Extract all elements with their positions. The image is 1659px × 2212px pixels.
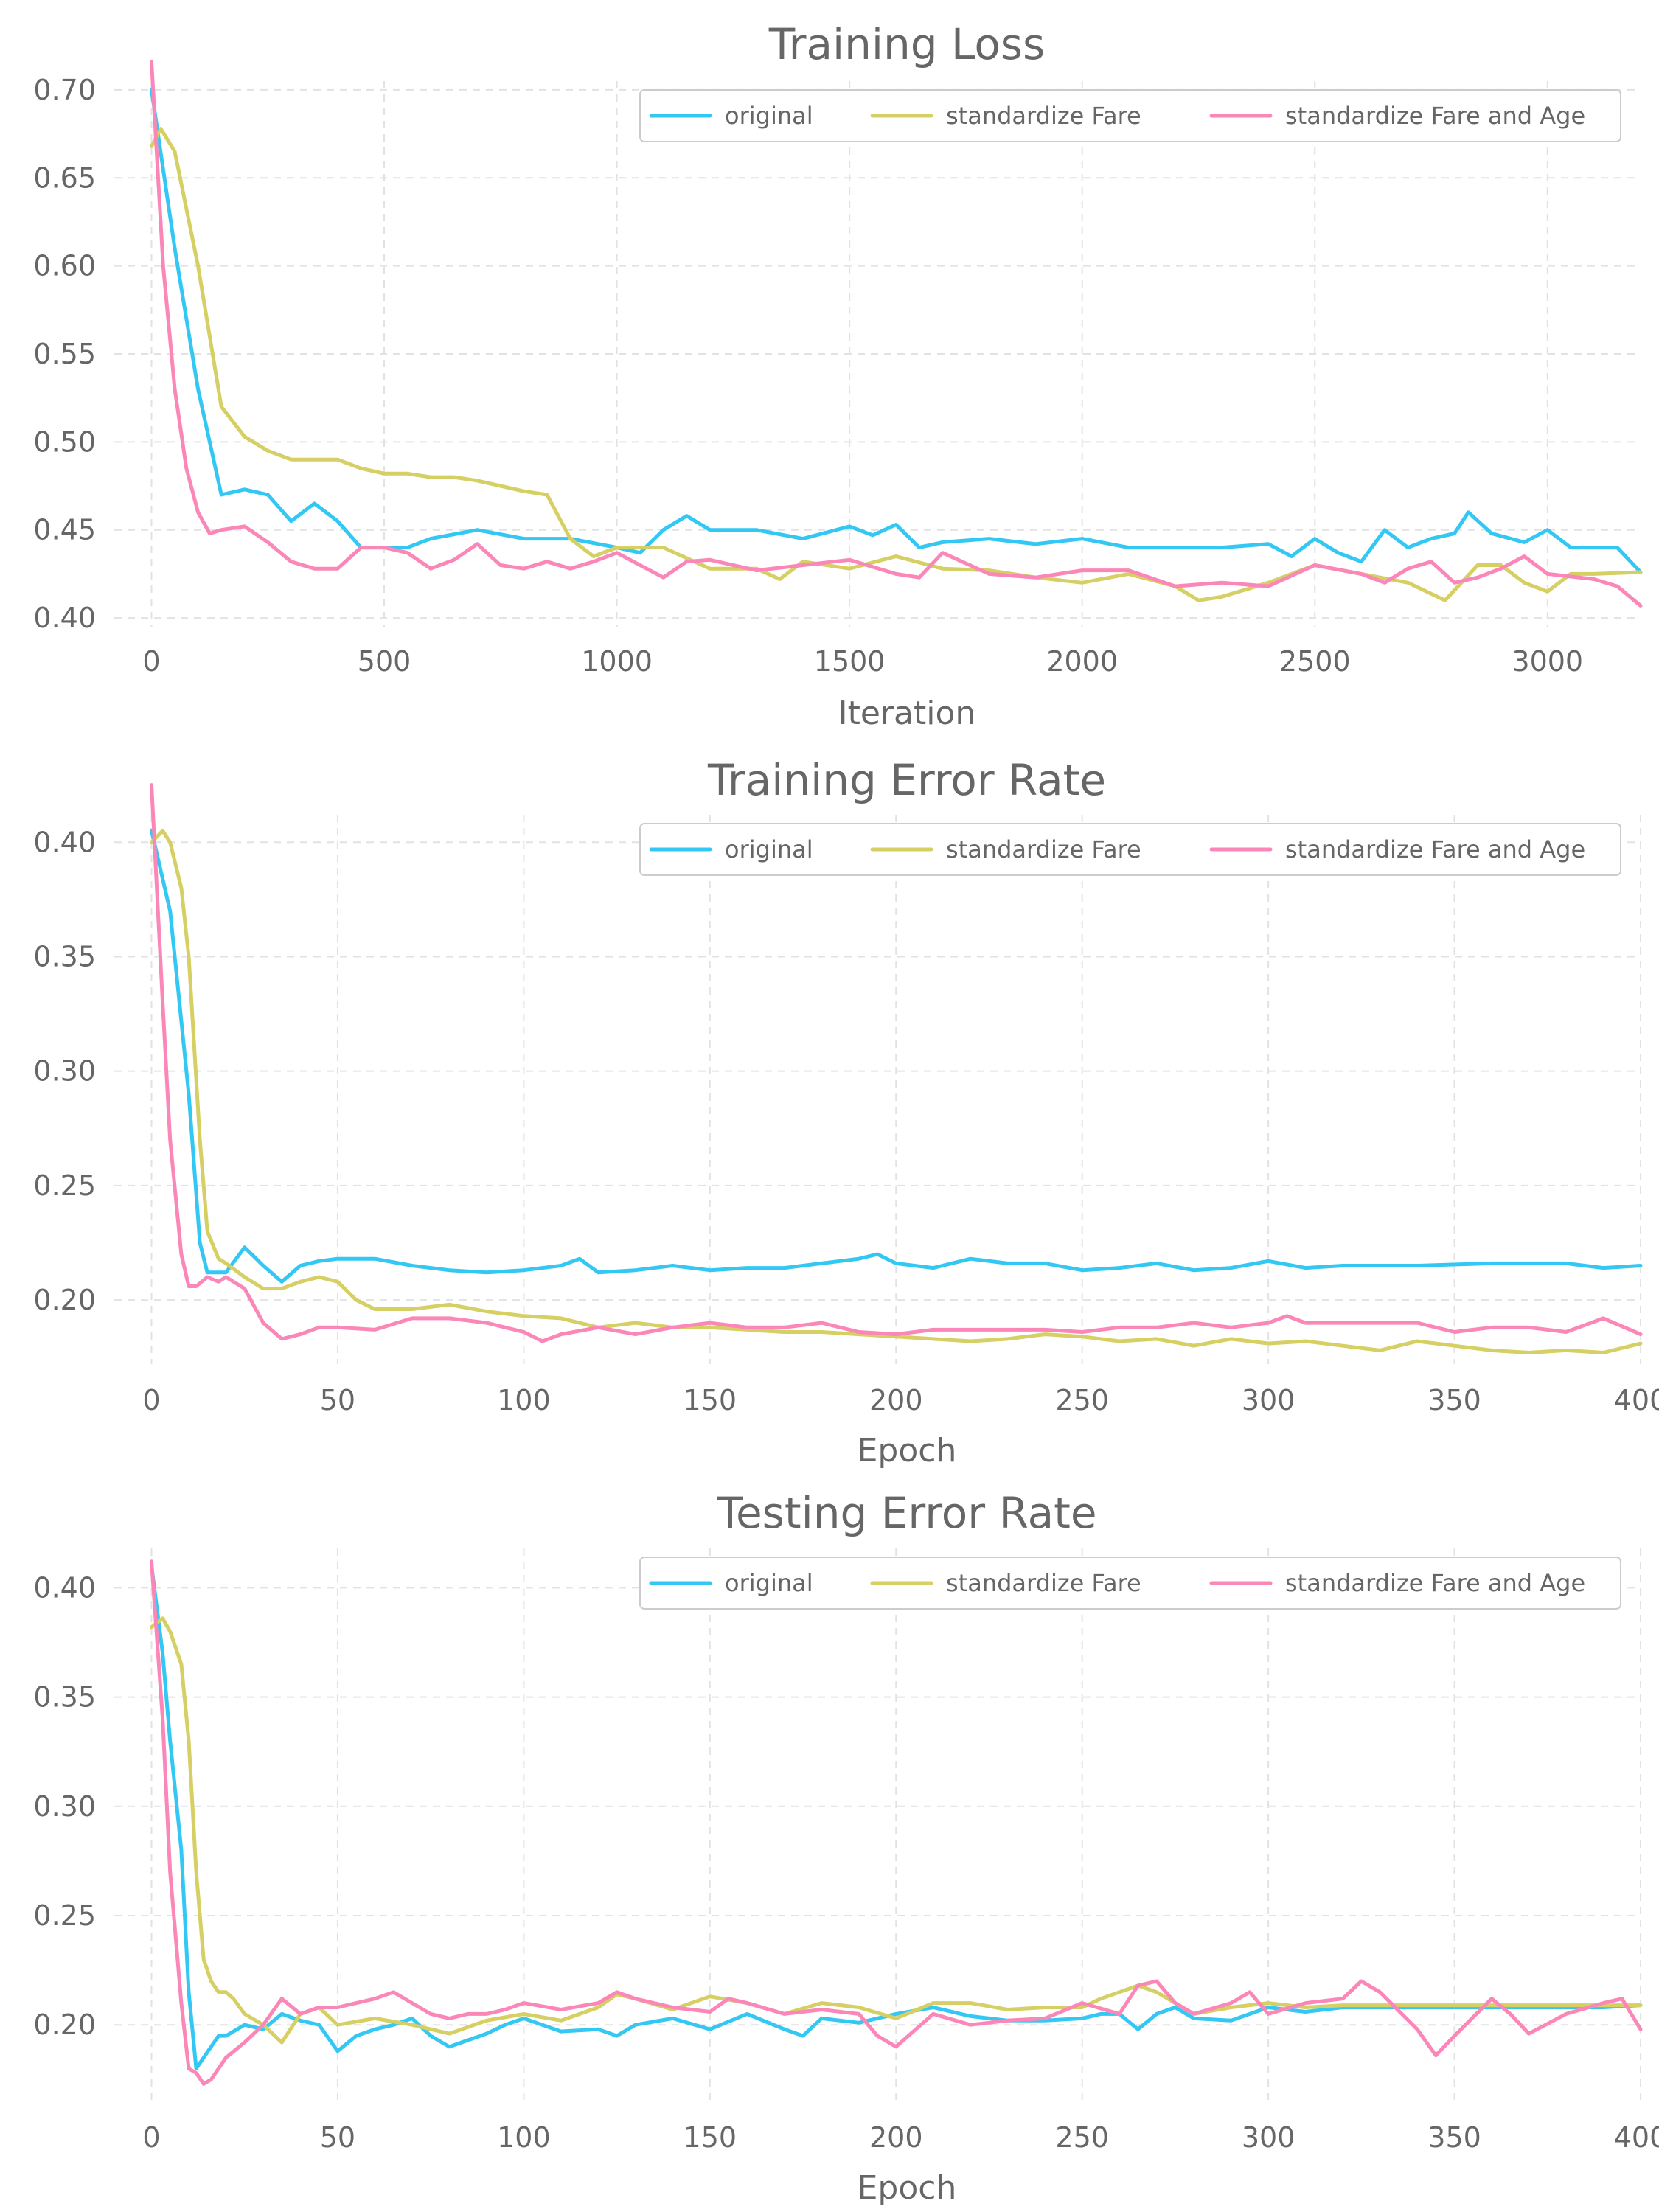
y-tick-label: 0.20: [33, 1284, 96, 1316]
x-tick-label: 400: [1614, 1384, 1659, 1416]
legend-label: original: [725, 1569, 813, 1597]
legend-box: [639, 89, 1621, 142]
y-tick-label: 0.60: [33, 250, 96, 282]
chart-panel-1: 0 500 1000 1500 2000 2500 3000 0.40 0.45 0.50 0.55…: [33, 19, 1643, 732]
x-tick-label: 1500: [814, 645, 886, 678]
x-tick-label: 300: [1242, 1384, 1295, 1416]
y-tick-label: 0.45: [33, 514, 96, 546]
series-line-standardize-fare: [150, 1616, 1643, 2045]
x-tick-label: 200: [869, 1384, 923, 1416]
y-tick-label: 0.35: [33, 940, 96, 973]
x-tick-label: 250: [1055, 2121, 1109, 2154]
legend-label: standardize Fare and Age: [1285, 102, 1585, 130]
x-tick-label: 150: [684, 2121, 737, 2154]
x-tick-label: 150: [684, 1384, 737, 1416]
y-tick-label: 0.70: [33, 74, 96, 106]
x-tick-label: 50: [320, 1384, 355, 1416]
legend-label: standardize Fare: [946, 102, 1141, 130]
y-tick-label: 0.40: [33, 1571, 96, 1604]
x-tick-label: 50: [320, 2121, 355, 2154]
x-tick-label: 350: [1427, 1384, 1481, 1416]
x-tick-label: 350: [1427, 2121, 1481, 2154]
x-tick-label: 0: [142, 645, 160, 678]
y-tick-label: 0.25: [33, 1899, 96, 1932]
y-tick-label: 0.40: [33, 826, 96, 858]
legend-label: original: [725, 835, 813, 863]
chart-title: Training Error Rate: [707, 755, 1106, 805]
x-tick-label: 0: [142, 2121, 160, 2154]
series-line-standardize-fare-and-age: [150, 1559, 1643, 2086]
legend-box: [639, 1557, 1621, 1610]
legend-label: standardize Fare and Age: [1285, 835, 1585, 863]
legend: original standardize Fare standardize Fare…: [639, 823, 1621, 876]
legend-label: standardize Fare: [946, 1569, 1141, 1597]
legend-label: standardize Fare: [946, 835, 1141, 863]
y-tick-label: 0.25: [33, 1169, 96, 1202]
legend-label: original: [725, 102, 813, 130]
chart-panel-2: 0 50 100 150 200 250 300 350 400 0.20 0.25 0.30 0.35…: [33, 755, 1659, 1470]
x-tick-label: 250: [1055, 1384, 1109, 1416]
legend-label: standardize Fare and Age: [1285, 1569, 1585, 1597]
y-tick-label: 0.50: [33, 425, 96, 458]
y-tick-label: 0.35: [33, 1681, 96, 1714]
y-tick-label: 0.55: [33, 338, 96, 370]
chart-panel-3: 0 50 100 150 200 250 300 350 400 0.20 0.25 0.30 0.35…: [33, 1488, 1659, 2207]
chart-title: Testing Error Rate: [716, 1488, 1096, 1538]
x-tick-label: 400: [1614, 2121, 1659, 2154]
series-line-original: [150, 829, 1643, 1284]
x-tick-label: 300: [1242, 2121, 1295, 2154]
x-tick-label: 2500: [1279, 645, 1351, 678]
x-tick-label: 500: [358, 645, 411, 678]
chart-title: Training Loss: [768, 19, 1046, 69]
y-tick-label: 0.65: [33, 161, 96, 194]
x-tick-label: 1000: [581, 645, 653, 678]
legend-box: [639, 823, 1621, 876]
legend: original standardize Fare standardize Fare…: [639, 89, 1621, 142]
x-tick-label: 3000: [1512, 645, 1583, 678]
y-tick-label: 0.40: [33, 602, 96, 634]
series-line-standardize-fare-and-age: [150, 783, 1643, 1343]
y-tick-label: 0.30: [33, 1790, 96, 1823]
series-line-standardize-fare-and-age: [150, 60, 1643, 608]
x-axis-label: Epoch: [858, 1432, 957, 1470]
x-tick-label: 100: [497, 1384, 551, 1416]
y-tick-label: 0.30: [33, 1055, 96, 1088]
x-tick-label: 0: [142, 1384, 160, 1416]
series-line-standardize-fare: [150, 829, 1643, 1354]
x-axis-label: Iteration: [838, 695, 976, 732]
series-line-original: [150, 88, 1643, 574]
legend: original standardize Fare standardize Fare…: [639, 1557, 1621, 1610]
series-line-original: [150, 1564, 1643, 2070]
x-tick-label: 100: [497, 2121, 551, 2154]
y-tick-label: 0.20: [33, 2008, 96, 2041]
x-tick-label: 200: [869, 2121, 923, 2154]
x-tick-label: 2000: [1046, 645, 1118, 678]
x-axis-label: Epoch: [858, 2169, 957, 2207]
